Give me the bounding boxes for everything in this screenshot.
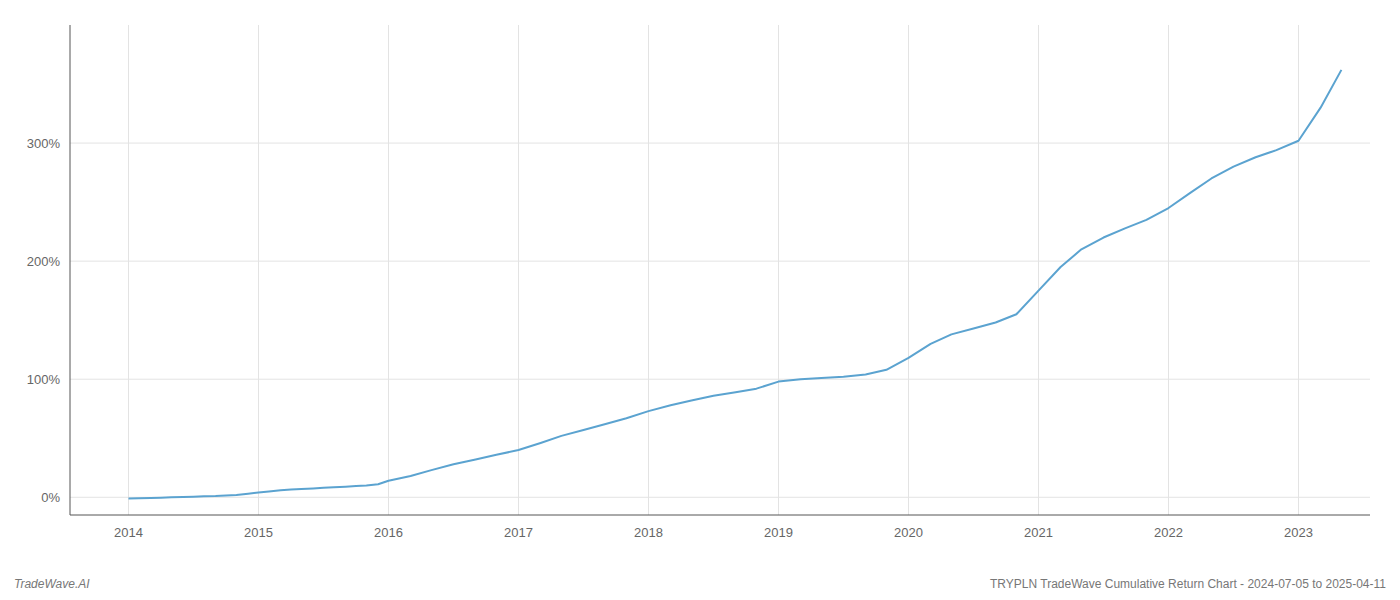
grid-line-x xyxy=(388,25,389,515)
y-tick-label: 0% xyxy=(41,490,60,505)
chart: 2014 2015 2016 2017 2018 2019 2020 2021 2022 2023… xyxy=(0,0,1400,600)
y-tick-label: 300% xyxy=(27,136,61,151)
x-tick-label: 2019 xyxy=(764,525,793,540)
grid-line-x xyxy=(1038,25,1039,515)
grid-line-x xyxy=(778,25,779,515)
plot-area xyxy=(129,70,1342,499)
grid-line-x xyxy=(1168,25,1169,515)
x-tick-label: 2016 xyxy=(374,525,403,540)
grid-line-y xyxy=(70,379,1370,380)
y-tick-label: 100% xyxy=(27,372,61,387)
grid-line-x xyxy=(258,25,259,515)
x-tick-label: 2014 xyxy=(114,525,143,540)
x-axis-line xyxy=(70,515,1370,516)
y-tick-label: 200% xyxy=(27,254,61,269)
x-tick-label: 2021 xyxy=(1024,525,1053,540)
grid-line-y xyxy=(70,497,1370,498)
x-tick-label: 2023 xyxy=(1284,525,1313,540)
grid-line-y xyxy=(70,261,1370,262)
grid-line-y xyxy=(70,143,1370,144)
x-tick-label: 2022 xyxy=(1154,525,1183,540)
grid-line-x xyxy=(1298,25,1299,515)
background xyxy=(0,0,1400,600)
x-tick-label: 2018 xyxy=(634,525,663,540)
data-line xyxy=(129,70,1342,499)
grid-line-x xyxy=(128,25,129,515)
y-axis-line xyxy=(70,25,71,515)
grid-line-x xyxy=(908,25,909,515)
grid xyxy=(70,25,1370,515)
x-tick-label: 2017 xyxy=(504,525,533,540)
grid-line-x xyxy=(648,25,649,515)
x-tick-label: 2015 xyxy=(244,525,273,540)
axes: 2014 2015 2016 2017 2018 2019 2020 2021 2022 2023… xyxy=(27,25,1370,540)
x-tick-label: 2020 xyxy=(894,525,923,540)
title: TRYPLN TradeWave Cumulative Return Chart… xyxy=(990,577,1386,591)
grid-line-x xyxy=(518,25,519,515)
watermark: TradeWave.AI xyxy=(14,577,90,591)
